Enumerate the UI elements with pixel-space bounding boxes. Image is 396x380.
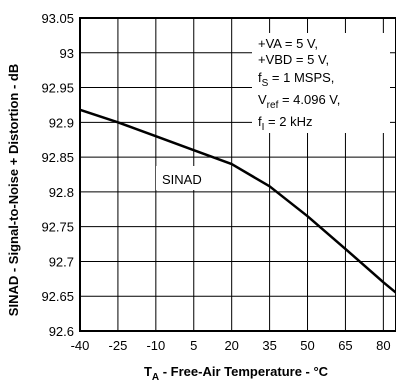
condition-fi: fI = 2 kHz	[258, 114, 312, 133]
x-tick-label-8: 80	[376, 338, 390, 353]
series-label-group: SINAD	[156, 166, 214, 190]
conditions-background	[252, 33, 390, 133]
y-tick-labels: 92.6 92.65 92.7 92.75 92.8 92.85 92.9 92.95 93 93…	[41, 11, 74, 339]
x-tick-label-1: -25	[109, 338, 128, 353]
condition-va: +VA = 5 V,	[258, 36, 318, 51]
x-tick-label-6: 50	[300, 338, 314, 353]
y-tick-label-9: 93.05	[41, 11, 74, 26]
series-label-sinad: SINAD	[162, 172, 202, 187]
x-tick-label-4: 20	[224, 338, 238, 353]
series-line-0	[79, 108, 396, 294]
plot-frame	[79, 17, 396, 332]
conditions-box: +VA = 5 V, +VBD = 5 V, fS = 1 MSPS, Vref…	[252, 33, 390, 133]
x-axis-title: TA - Free-Air Temperature - °C	[144, 364, 329, 380]
x-tick-labels: -40 -25 -10 5 20 35 50 65 80	[71, 338, 391, 353]
condition-vref: Vref = 4.096 V,	[258, 92, 340, 111]
x-tick-label-0: -40	[71, 338, 90, 353]
x-tick-label-2: -10	[146, 338, 165, 353]
y-tick-label-8: 93	[60, 46, 74, 61]
y-tick-label-3: 92.75	[41, 220, 74, 235]
x-tick-label-7: 65	[338, 338, 352, 353]
y-tick-label-6: 92.9	[49, 115, 74, 130]
y-tick-label-2: 92.7	[49, 254, 74, 269]
y-tick-label-1: 92.65	[41, 289, 74, 304]
condition-fs: fS = 1 MSPS,	[258, 70, 334, 89]
y-tick-label-4: 92.8	[49, 185, 74, 200]
y-tick-label-7: 92.95	[41, 81, 74, 96]
y-axis-title: SINAD - Signal-to-Noise + Distortion - d…	[6, 64, 21, 316]
y-tick-label-0: 92.6	[49, 324, 74, 339]
x-tick-label-3: 5	[190, 338, 197, 353]
series-label-background	[156, 166, 214, 190]
y-tick-label-5: 92.85	[41, 150, 74, 165]
x-tick-label-5: 35	[262, 338, 276, 353]
condition-vbd: +VBD = 5 V,	[258, 52, 329, 67]
series-group	[79, 108, 396, 294]
